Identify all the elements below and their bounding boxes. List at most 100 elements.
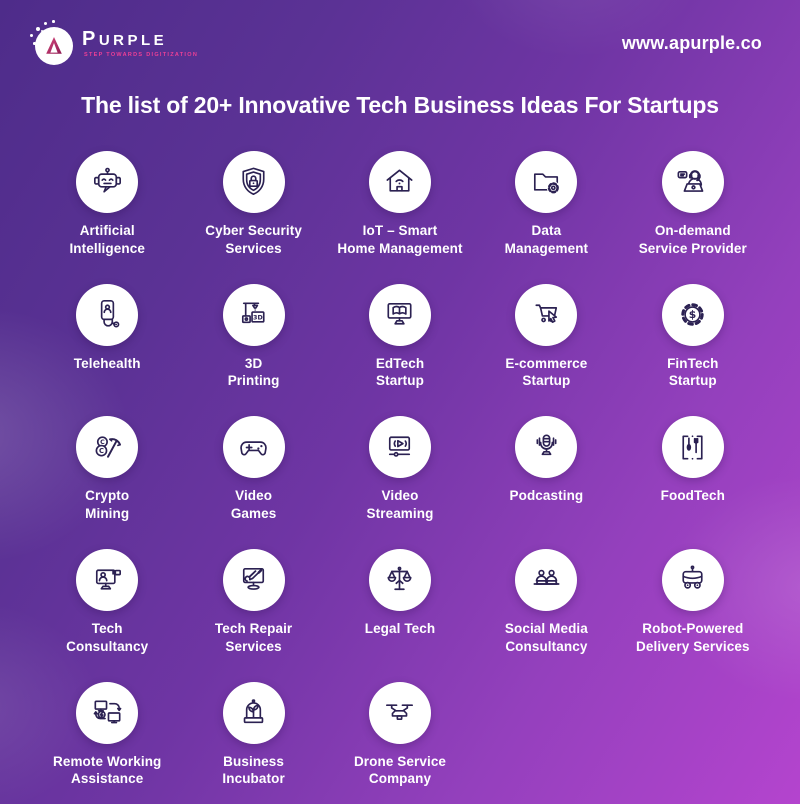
icon-circle [368, 548, 431, 611]
idea-business-incubator: Business Incubator [180, 681, 326, 789]
idea-robot-delivery: Robot-Powered Delivery Services [620, 548, 766, 656]
robot-icon [93, 167, 121, 193]
idea-remote-working: Remote Working Assistance [34, 681, 180, 789]
icon-circle [222, 548, 285, 611]
icon-circle [222, 681, 285, 744]
idea-3d-printing: 3D 3D Printing [180, 283, 326, 391]
idea-iot-smart-home: IoT – Smart Home Management [327, 151, 473, 258]
icon-circle [515, 283, 578, 346]
icon-circle [368, 681, 431, 744]
icon-circle [222, 151, 285, 213]
idea-label: 3D Printing [227, 355, 280, 389]
idea-cyber-security: Cyber Security Services [180, 151, 326, 258]
idea-label: Podcasting [509, 488, 584, 504]
idea-foodtech: FoodTech [620, 416, 766, 523]
monitor-person-icon [95, 569, 121, 590]
idea-label: Remote Working Assistance [52, 753, 162, 787]
logo-dot [30, 34, 33, 37]
idea-artificial-intelligence: Artificial Intelligence [34, 151, 180, 258]
idea-label: Tech Repair Services [214, 620, 293, 654]
folder-gear-icon [533, 172, 560, 194]
icon-circle [76, 548, 139, 611]
idea-telehealth: Telehealth [34, 283, 180, 391]
icon-circle [76, 151, 139, 213]
website-url: www.apurple.co [621, 32, 762, 53]
icon-circle: 3D [222, 283, 285, 346]
idea-label: Legal Tech [364, 620, 436, 636]
idea-label: E-commerce Startup [505, 355, 588, 389]
brand-tagline: Step Towards Digitization [84, 52, 199, 58]
gear-dollar-icon: $ [681, 303, 704, 326]
plant-dome-icon [243, 699, 264, 724]
drone-icon [386, 704, 414, 721]
idea-tech-repair: Tech Repair Services [180, 548, 326, 656]
people-laptops-icon [533, 570, 560, 586]
icon-circle [661, 151, 724, 213]
icon-circle: C C [76, 416, 139, 479]
idea-label: IoT – Smart Home Management [337, 223, 463, 256]
icon-circle [515, 548, 578, 611]
monitors-sync-icon [93, 700, 122, 724]
svg-text:C: C [99, 447, 104, 455]
idea-label: EdTech Startup [375, 355, 425, 389]
printer-3d-icon: 3D [242, 302, 265, 324]
icon-circle [368, 416, 431, 479]
logo-dot [36, 27, 40, 31]
brand-name: Purple [82, 28, 168, 50]
phone-stethoscope-icon [100, 300, 120, 328]
idea-ecommerce: E-commerce Startup [473, 283, 619, 391]
idea-label: Robot-Powered Delivery Services [636, 620, 750, 654]
idea-label: Video Streaming [366, 488, 434, 522]
header: Purple Step Towards Digitization www.apu… [0, 0, 800, 66]
svg-text:$: $ [689, 308, 696, 321]
idea-tech-consultancy: Tech Consultancy [34, 548, 180, 656]
idea-crypto-mining: C C Crypto Mining [34, 416, 180, 523]
idea-label: Artificial Intelligence [69, 223, 145, 256]
idea-on-demand-service: On-demand Service Provider [620, 151, 766, 258]
shield-lock-icon [242, 167, 265, 195]
smart-home-icon [386, 168, 414, 192]
idea-video-streaming: Video Streaming [327, 416, 473, 523]
utensils-icon [682, 435, 703, 460]
microphone-icon [536, 434, 557, 455]
scales-icon [387, 566, 413, 591]
icon-circle [76, 681, 139, 744]
icon-circle [222, 416, 285, 479]
monitor-wrench-icon [243, 568, 265, 591]
idea-edtech: EdTech Startup [327, 283, 473, 391]
idea-social-media-consultancy: Social Media Consultancy [473, 548, 619, 656]
gamepad-icon [240, 441, 267, 456]
svg-text:3D: 3D [253, 315, 263, 322]
icon-circle [515, 151, 578, 213]
apurple-logo: Purple Step Towards Digitization [28, 20, 198, 66]
logo-dot [44, 22, 47, 25]
svg-text:C: C [100, 439, 105, 446]
idea-label: FoodTech [660, 488, 725, 504]
icon-circle [515, 416, 578, 479]
ideas-grid: Artificial Intelligence Cyber Security S… [0, 151, 800, 788]
coins-pickaxe-icon: C C [95, 436, 121, 458]
idea-label: Tech Consultancy [66, 620, 149, 654]
logo-a-icon [46, 37, 62, 54]
monitor-book-icon [387, 303, 413, 325]
logo-text: Purple Step Towards Digitization [82, 28, 198, 58]
idea-legal-tech: Legal Tech [327, 548, 473, 656]
idea-label: Cyber Security Services [205, 223, 302, 256]
apurple-logo-mark [28, 20, 74, 66]
page-title: The list of 20+ Innovative Tech Business… [81, 92, 719, 118]
idea-data-management: Data Management [473, 151, 619, 258]
idea-label: Data Management [504, 223, 589, 256]
icon-circle [76, 283, 139, 346]
support-agent-icon [677, 169, 704, 192]
idea-label: FinTech Startup [667, 355, 719, 389]
icon-circle [661, 416, 724, 479]
idea-label: Drone Service Company [353, 753, 447, 787]
idea-label: Business Incubator [222, 753, 285, 787]
idea-label: Social Media Consultancy [504, 620, 588, 654]
idea-podcasting: Podcasting [473, 416, 619, 523]
icon-circle [661, 548, 724, 611]
idea-label: On-demand Service Provider [638, 223, 747, 256]
icon-circle [368, 151, 431, 213]
idea-label: Telehealth [73, 355, 141, 371]
